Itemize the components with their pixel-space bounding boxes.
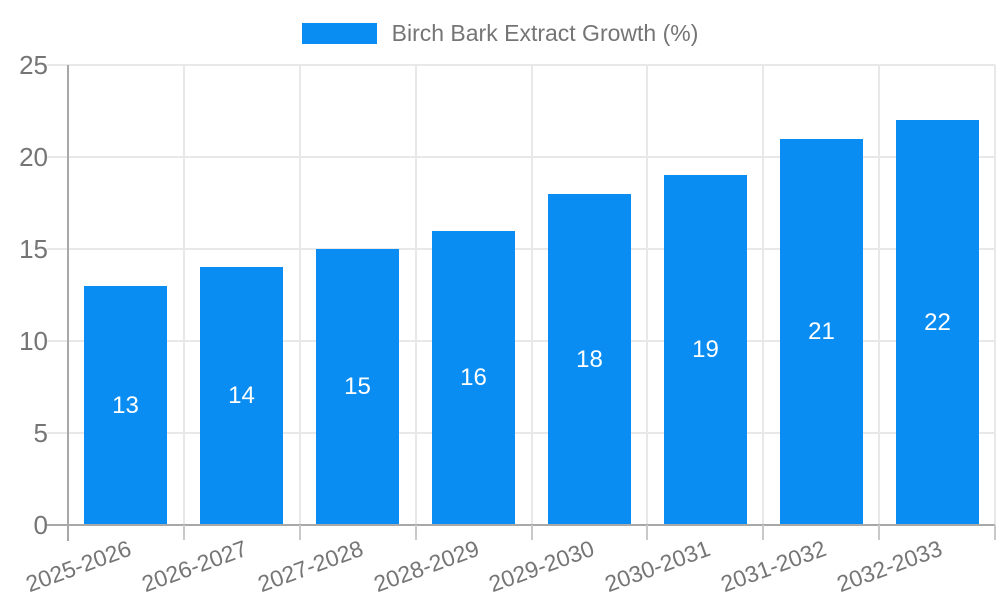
- y-gridline: [47, 432, 995, 434]
- y-axis-line: [67, 65, 69, 541]
- bar[interactable]: 21: [780, 139, 863, 525]
- bar-value-label: 18: [576, 345, 603, 373]
- plot-area: 13 14 15 16 18 19 21 22: [47, 64, 996, 526]
- x-tick-mark: [646, 525, 649, 540]
- legend: Birch Bark Extract Growth (%): [0, 20, 1000, 46]
- bar-value-label: 19: [692, 336, 719, 363]
- y-tick-label: 5: [33, 418, 48, 448]
- legend-label: Birch Bark Extract Growth (%): [391, 20, 699, 46]
- y-tick-label: 25: [19, 50, 48, 80]
- x-tick-label: 2030-2031: [601, 535, 714, 598]
- y-tick-label: 0: [33, 510, 48, 540]
- y-gridline: [47, 64, 995, 66]
- bar[interactable]: 19: [664, 175, 747, 525]
- x-tick-label: 2029-2030: [485, 535, 598, 598]
- x-tick-mark: [762, 525, 765, 540]
- bar[interactable]: 18: [548, 194, 631, 525]
- y-tick-label: 15: [19, 234, 48, 264]
- bar-value-label: 13: [112, 391, 139, 419]
- y-tick-label: 10: [19, 326, 48, 356]
- x-gridline: [414, 65, 417, 525]
- x-tick-label: 2028-2029: [369, 535, 483, 598]
- bar-value-label: 14: [228, 382, 255, 409]
- x-gridline: [182, 65, 185, 525]
- x-tick-mark: [298, 525, 301, 540]
- bar[interactable]: 15: [316, 249, 399, 525]
- y-gridline: [47, 340, 995, 342]
- x-gridline: [994, 65, 996, 525]
- x-tick-mark: [182, 525, 185, 540]
- x-tick-mark: [878, 525, 881, 540]
- x-gridline: [298, 65, 301, 525]
- x-gridline: [646, 65, 649, 525]
- x-gridline: [530, 65, 533, 525]
- x-tick-label: 2025-2026: [22, 535, 135, 598]
- x-gridline: [878, 65, 881, 525]
- x-gridline: [762, 65, 765, 525]
- legend-swatch: [301, 23, 377, 45]
- bar[interactable]: 16: [432, 231, 515, 525]
- x-tick-label: 2027-2028: [253, 535, 367, 598]
- x-tick-label: 2031-2032: [717, 535, 830, 598]
- x-tick-mark: [994, 525, 996, 540]
- x-tick-label: 2026-2027: [138, 535, 251, 598]
- bar-value-label: 15: [344, 373, 371, 400]
- bar[interactable]: 13: [84, 286, 167, 525]
- x-tick-mark: [414, 525, 417, 540]
- bar[interactable]: 14: [200, 267, 283, 525]
- bar[interactable]: 22: [896, 120, 979, 525]
- y-gridline: [47, 156, 995, 158]
- y-tick-label: 20: [19, 142, 48, 172]
- x-tick-label: 2032-2033: [833, 535, 946, 598]
- bar-value-label: 21: [808, 318, 835, 345]
- bar-value-label: 22: [924, 308, 951, 336]
- y-gridline: [47, 248, 995, 250]
- bar-value-label: 16: [460, 364, 487, 391]
- x-tick-mark: [530, 525, 533, 540]
- x-axis-baseline: [47, 524, 995, 526]
